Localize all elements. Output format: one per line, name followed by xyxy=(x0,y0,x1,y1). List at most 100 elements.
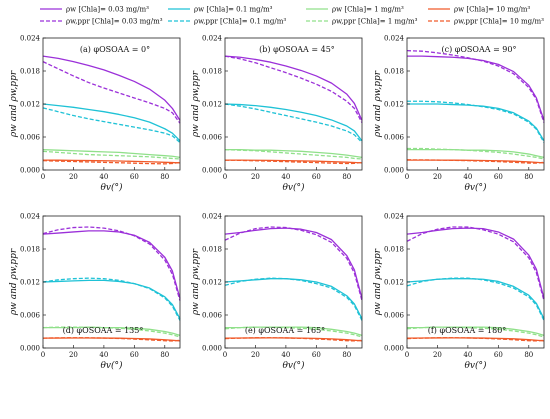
y-tick-label: 0.024 xyxy=(384,213,405,221)
series-line-ppr-chla-10 xyxy=(406,337,545,342)
y-tick-label: 0.018 xyxy=(202,68,222,76)
y-axis-label: ρw and ρw,ppr xyxy=(191,70,201,138)
y-tick-label: 0.018 xyxy=(384,68,404,76)
y-tick-label: 0.018 xyxy=(384,246,404,254)
x-tick-label: 0 xyxy=(41,173,45,181)
legend-label: ρw,ppr [Chla]= 1 mg/m³ xyxy=(332,18,418,26)
series-line-ppr-chla-1 xyxy=(42,150,181,160)
series-line-ppr-chla-0.1 xyxy=(42,277,181,321)
y-tick-label: 0.000 xyxy=(202,167,222,175)
x-tick-label: 20 xyxy=(251,351,260,359)
series-line-w-chla-0.1 xyxy=(407,103,545,142)
series-line-w-chla-0.03 xyxy=(406,227,545,299)
x-tick-label: 40 xyxy=(463,173,472,181)
x-axis-label: θv(°) xyxy=(282,360,305,371)
y-tick-label: 0.012 xyxy=(384,279,404,287)
x-axis-label: θv(°) xyxy=(100,182,123,193)
chart-panel-b: 0 20 40 60 80 0.000 0.006 0.012 0.018 0.024 θv(°) ρ… xyxy=(191,35,363,193)
series-line-ppr-chla-1 xyxy=(407,147,545,160)
y-tick-label: 0.006 xyxy=(384,312,405,320)
y-axis-label: ρw and ρw,ppr xyxy=(373,70,383,138)
legend: ρw [Chla]= 0.03 mg/m³ ρw [Chla]= 0.1 mg/m… xyxy=(40,6,544,26)
series-line-ppr-chla-0.03 xyxy=(406,226,545,301)
x-tick-label: 0 xyxy=(223,351,227,359)
series-line-ppr-chla-0.1 xyxy=(407,100,545,143)
x-tick-label: 80 xyxy=(342,351,351,359)
y-tick-label: 0.012 xyxy=(202,279,222,287)
panel-annotation: (e) φOSOAA = 165° xyxy=(245,326,325,335)
series-line-w-chla-0.1 xyxy=(406,278,545,320)
y-tick-label: 0.012 xyxy=(20,101,40,109)
legend-label: ρw [Chla]= 1 mg/m³ xyxy=(332,6,404,14)
series-line-w-chla-10 xyxy=(42,159,181,164)
series-line-ppr-chla-0.1 xyxy=(224,103,363,143)
x-tick-label: 40 xyxy=(463,351,472,359)
y-tick-label: 0.006 xyxy=(202,134,223,142)
y-tick-label: 0.018 xyxy=(20,68,40,76)
y-tick-label: 0.024 xyxy=(384,35,405,43)
legend-entry: ρw,ppr [Chla]= 1 mg/m³ xyxy=(306,18,418,26)
series-line-ppr-chla-0.03 xyxy=(224,55,363,124)
x-tick-label: 20 xyxy=(69,173,78,181)
series-line-w-chla-0.1 xyxy=(224,103,363,142)
x-tick-label: 40 xyxy=(99,173,108,181)
series-line-ppr-chla-0.03 xyxy=(42,61,181,124)
x-tick-label: 0 xyxy=(405,351,409,359)
legend-label: ρw,ppr [Chla]= 0.1 mg/m³ xyxy=(194,18,286,26)
series-line-ppr-chla-10 xyxy=(406,159,545,164)
x-tick-label: 80 xyxy=(160,173,169,181)
y-tick-label: 0.000 xyxy=(202,345,222,353)
y-axis-label: ρw and ρw,ppr xyxy=(9,248,19,316)
series-line-ppr-chla-1 xyxy=(224,149,363,160)
y-tick-label: 0.006 xyxy=(384,134,405,142)
chart-panel-f: 0 20 40 60 80 0.000 0.006 0.012 0.018 0.024 θv(°) ρ… xyxy=(373,213,545,371)
y-tick-label: 0.006 xyxy=(202,312,223,320)
y-tick-label: 0.024 xyxy=(20,35,41,43)
series-line-w-chla-0.03 xyxy=(42,55,181,121)
y-tick-label: 0.012 xyxy=(20,279,40,287)
series-line-ppr-chla-0.1 xyxy=(224,277,363,321)
y-tick-label: 0.012 xyxy=(202,101,222,109)
panel-annotation: (c) φOSOAA = 90° xyxy=(442,45,517,54)
series-line-w-chla-0.03 xyxy=(224,55,363,121)
series-line-w-chla-1 xyxy=(42,149,181,158)
legend-entry: ρw [Chla]= 10 mg/m³ xyxy=(428,6,530,14)
series-line-ppr-chla-10 xyxy=(42,160,181,165)
x-tick-label: 60 xyxy=(312,173,321,181)
panel-annotation: (d) φOSOAA = 135° xyxy=(63,326,144,335)
series-line-ppr-chla-0.03 xyxy=(224,226,363,301)
y-tick-label: 0.012 xyxy=(384,101,404,109)
x-tick-label: 60 xyxy=(312,351,321,359)
x-axis-label: θv(°) xyxy=(282,182,305,193)
x-tick-label: 80 xyxy=(524,351,533,359)
x-tick-label: 80 xyxy=(160,351,169,359)
x-tick-label: 20 xyxy=(433,351,442,359)
series-line-w-chla-0.03 xyxy=(224,227,363,299)
x-tick-label: 40 xyxy=(99,351,108,359)
series-line-ppr-chla-10 xyxy=(224,159,363,165)
y-tick-label: 0.000 xyxy=(384,345,404,353)
legend-entry: ρw [Chla]= 1 mg/m³ xyxy=(306,6,404,14)
y-tick-label: 0.024 xyxy=(202,213,223,221)
chart-panel-e: 0 20 40 60 80 0.000 0.006 0.012 0.018 0.024 θv(°) ρ… xyxy=(191,213,363,371)
series-line-ppr-chla-10 xyxy=(42,337,181,342)
y-tick-label: 0.006 xyxy=(20,312,41,320)
legend-entry: ρw [Chla]= 0.03 mg/m³ xyxy=(40,6,149,14)
series-line-ppr-chla-1 xyxy=(224,326,363,338)
x-tick-label: 80 xyxy=(524,173,533,181)
legend-entry: ρw,ppr [Chla]= 0.03 mg/m³ xyxy=(40,18,163,26)
y-tick-label: 0.000 xyxy=(384,167,404,175)
x-tick-label: 0 xyxy=(223,173,227,181)
series-line-w-chla-0.1 xyxy=(42,279,181,320)
chart-panel-a: 0 20 40 60 80 0.000 0.006 0.012 0.018 0.024 θv(°) ρ… xyxy=(9,35,181,193)
x-tick-label: 60 xyxy=(130,351,139,359)
x-tick-label: 60 xyxy=(130,173,139,181)
x-tick-label: 20 xyxy=(69,351,78,359)
series-line-ppr-chla-0.03 xyxy=(406,50,545,123)
series-line-ppr-chla-0.03 xyxy=(42,226,181,301)
x-tick-label: 0 xyxy=(41,351,45,359)
series-line-w-chla-0.1 xyxy=(224,278,363,320)
legend-label: ρw [Chla]= 0.03 mg/m³ xyxy=(66,6,149,14)
series-line-w-chla-0.1 xyxy=(42,103,181,142)
